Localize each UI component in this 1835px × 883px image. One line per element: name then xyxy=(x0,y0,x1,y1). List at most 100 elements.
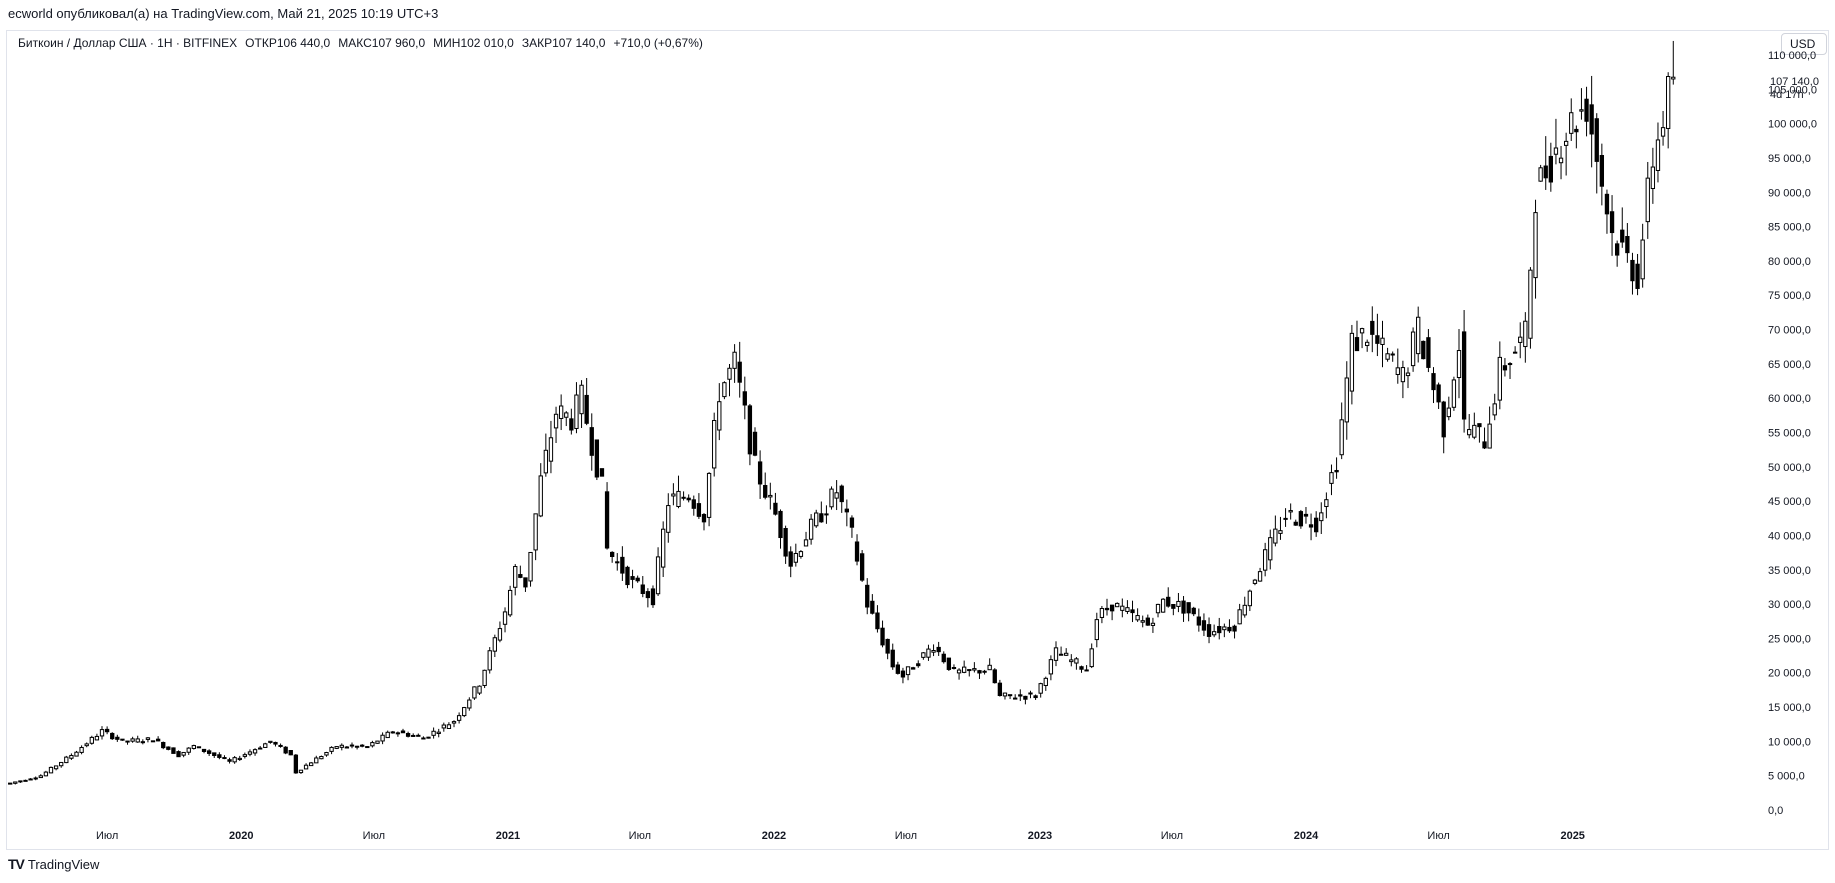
candle-up xyxy=(1252,579,1258,584)
candle-down xyxy=(360,744,365,747)
candle-up xyxy=(1150,622,1156,626)
candle-down xyxy=(610,551,615,558)
x-tick-label: Июл xyxy=(363,830,385,842)
candle-down xyxy=(212,752,217,756)
candle-down xyxy=(1370,320,1375,335)
candle-down xyxy=(763,485,768,498)
candle-up xyxy=(926,648,931,658)
y-tick-label: 110 000,0 xyxy=(1768,50,1816,62)
candle-up xyxy=(1013,697,1018,700)
legend-low: МИН102 010,0 xyxy=(433,36,514,50)
candle-up xyxy=(79,746,84,753)
candle-up xyxy=(1349,332,1355,392)
candle-down xyxy=(1635,263,1640,289)
candle-down xyxy=(946,657,952,670)
candle-up xyxy=(956,669,962,674)
candle-up xyxy=(574,394,579,429)
y-tick-label: 20 000,0 xyxy=(1768,668,1811,680)
candle-down xyxy=(1589,104,1594,135)
candle-up xyxy=(722,382,727,398)
candle-up xyxy=(1380,337,1385,345)
footer-brand[interactable]: TV TradingView xyxy=(8,856,99,872)
candle-down xyxy=(1502,365,1508,371)
candle-down xyxy=(992,669,997,684)
candle-up xyxy=(237,757,242,761)
candle-up xyxy=(441,724,446,729)
candle-down xyxy=(1334,469,1339,473)
candle-down xyxy=(854,541,860,562)
candle-up xyxy=(482,669,487,686)
candle-up xyxy=(53,765,59,770)
candle-up xyxy=(921,652,926,658)
candle-down xyxy=(1166,596,1171,607)
candle-up xyxy=(1002,692,1008,697)
candle-down xyxy=(1599,155,1605,187)
candle-down xyxy=(640,584,645,595)
candle-down xyxy=(604,491,610,549)
candle-up xyxy=(140,741,145,744)
candle-down xyxy=(916,663,921,667)
candle-up xyxy=(487,650,492,671)
candle-up xyxy=(431,730,436,736)
candle-down xyxy=(625,566,630,586)
y-tick-label: 5 000,0 xyxy=(1768,771,1805,783)
candle-up xyxy=(497,628,503,641)
candle-up xyxy=(303,764,309,770)
candle-down xyxy=(910,667,916,670)
symbol-label[interactable]: Биткоин / Доллар США · 1Н · BITFINEX xyxy=(18,36,238,50)
candle-down xyxy=(1303,513,1309,517)
candle-up xyxy=(905,666,911,676)
candle-up xyxy=(793,552,798,563)
candle-up xyxy=(1176,600,1181,607)
candle-down xyxy=(865,584,870,608)
currency-button[interactable]: USD xyxy=(1781,33,1827,55)
candle-up xyxy=(13,781,18,784)
candle-down xyxy=(870,600,875,614)
candle-up xyxy=(661,528,666,568)
candle-up xyxy=(242,754,248,757)
candle-down xyxy=(1084,669,1089,672)
candle-down xyxy=(594,439,600,478)
candle-up xyxy=(1344,377,1349,423)
publication-caption: ecworld опубликовал(а) на TradingView.co… xyxy=(8,6,439,21)
chart-frame xyxy=(6,30,1829,850)
candle-up xyxy=(1262,549,1268,571)
candle-up xyxy=(120,738,125,741)
candle-down xyxy=(752,431,758,456)
candle-down xyxy=(1314,517,1319,533)
candle-up xyxy=(712,420,717,469)
candle-up xyxy=(1319,512,1324,522)
candle-up xyxy=(492,637,497,652)
candle-up xyxy=(385,731,390,739)
candle-up xyxy=(1523,320,1528,348)
candle-down xyxy=(1298,511,1304,527)
candle-up xyxy=(467,699,472,709)
candle-up xyxy=(1288,510,1293,513)
candle-down xyxy=(895,664,901,674)
candle-down xyxy=(742,391,747,406)
candle-down xyxy=(1104,607,1110,611)
candle-up xyxy=(263,743,268,748)
candle-up xyxy=(967,669,972,672)
candle-up xyxy=(462,707,467,717)
legend-high: МАКС107 960,0 xyxy=(338,36,426,50)
candle-down xyxy=(849,517,855,528)
candle-up xyxy=(1563,140,1569,146)
candle-up xyxy=(727,367,732,380)
x-tick-label: 2025 xyxy=(1560,830,1584,842)
candle-up xyxy=(89,736,94,744)
candle-up xyxy=(375,740,380,744)
candle-down xyxy=(344,746,350,749)
candle-down xyxy=(1620,229,1625,243)
candle-up xyxy=(1329,472,1334,484)
candle-up xyxy=(676,490,681,508)
candle-up xyxy=(1579,109,1584,112)
candle-up xyxy=(390,731,395,734)
candle-up xyxy=(1074,658,1079,664)
candle-down xyxy=(115,736,120,740)
candle-down xyxy=(1604,193,1610,215)
candle-down xyxy=(900,670,906,678)
candle-down xyxy=(349,744,355,747)
candle-up xyxy=(1028,692,1033,695)
